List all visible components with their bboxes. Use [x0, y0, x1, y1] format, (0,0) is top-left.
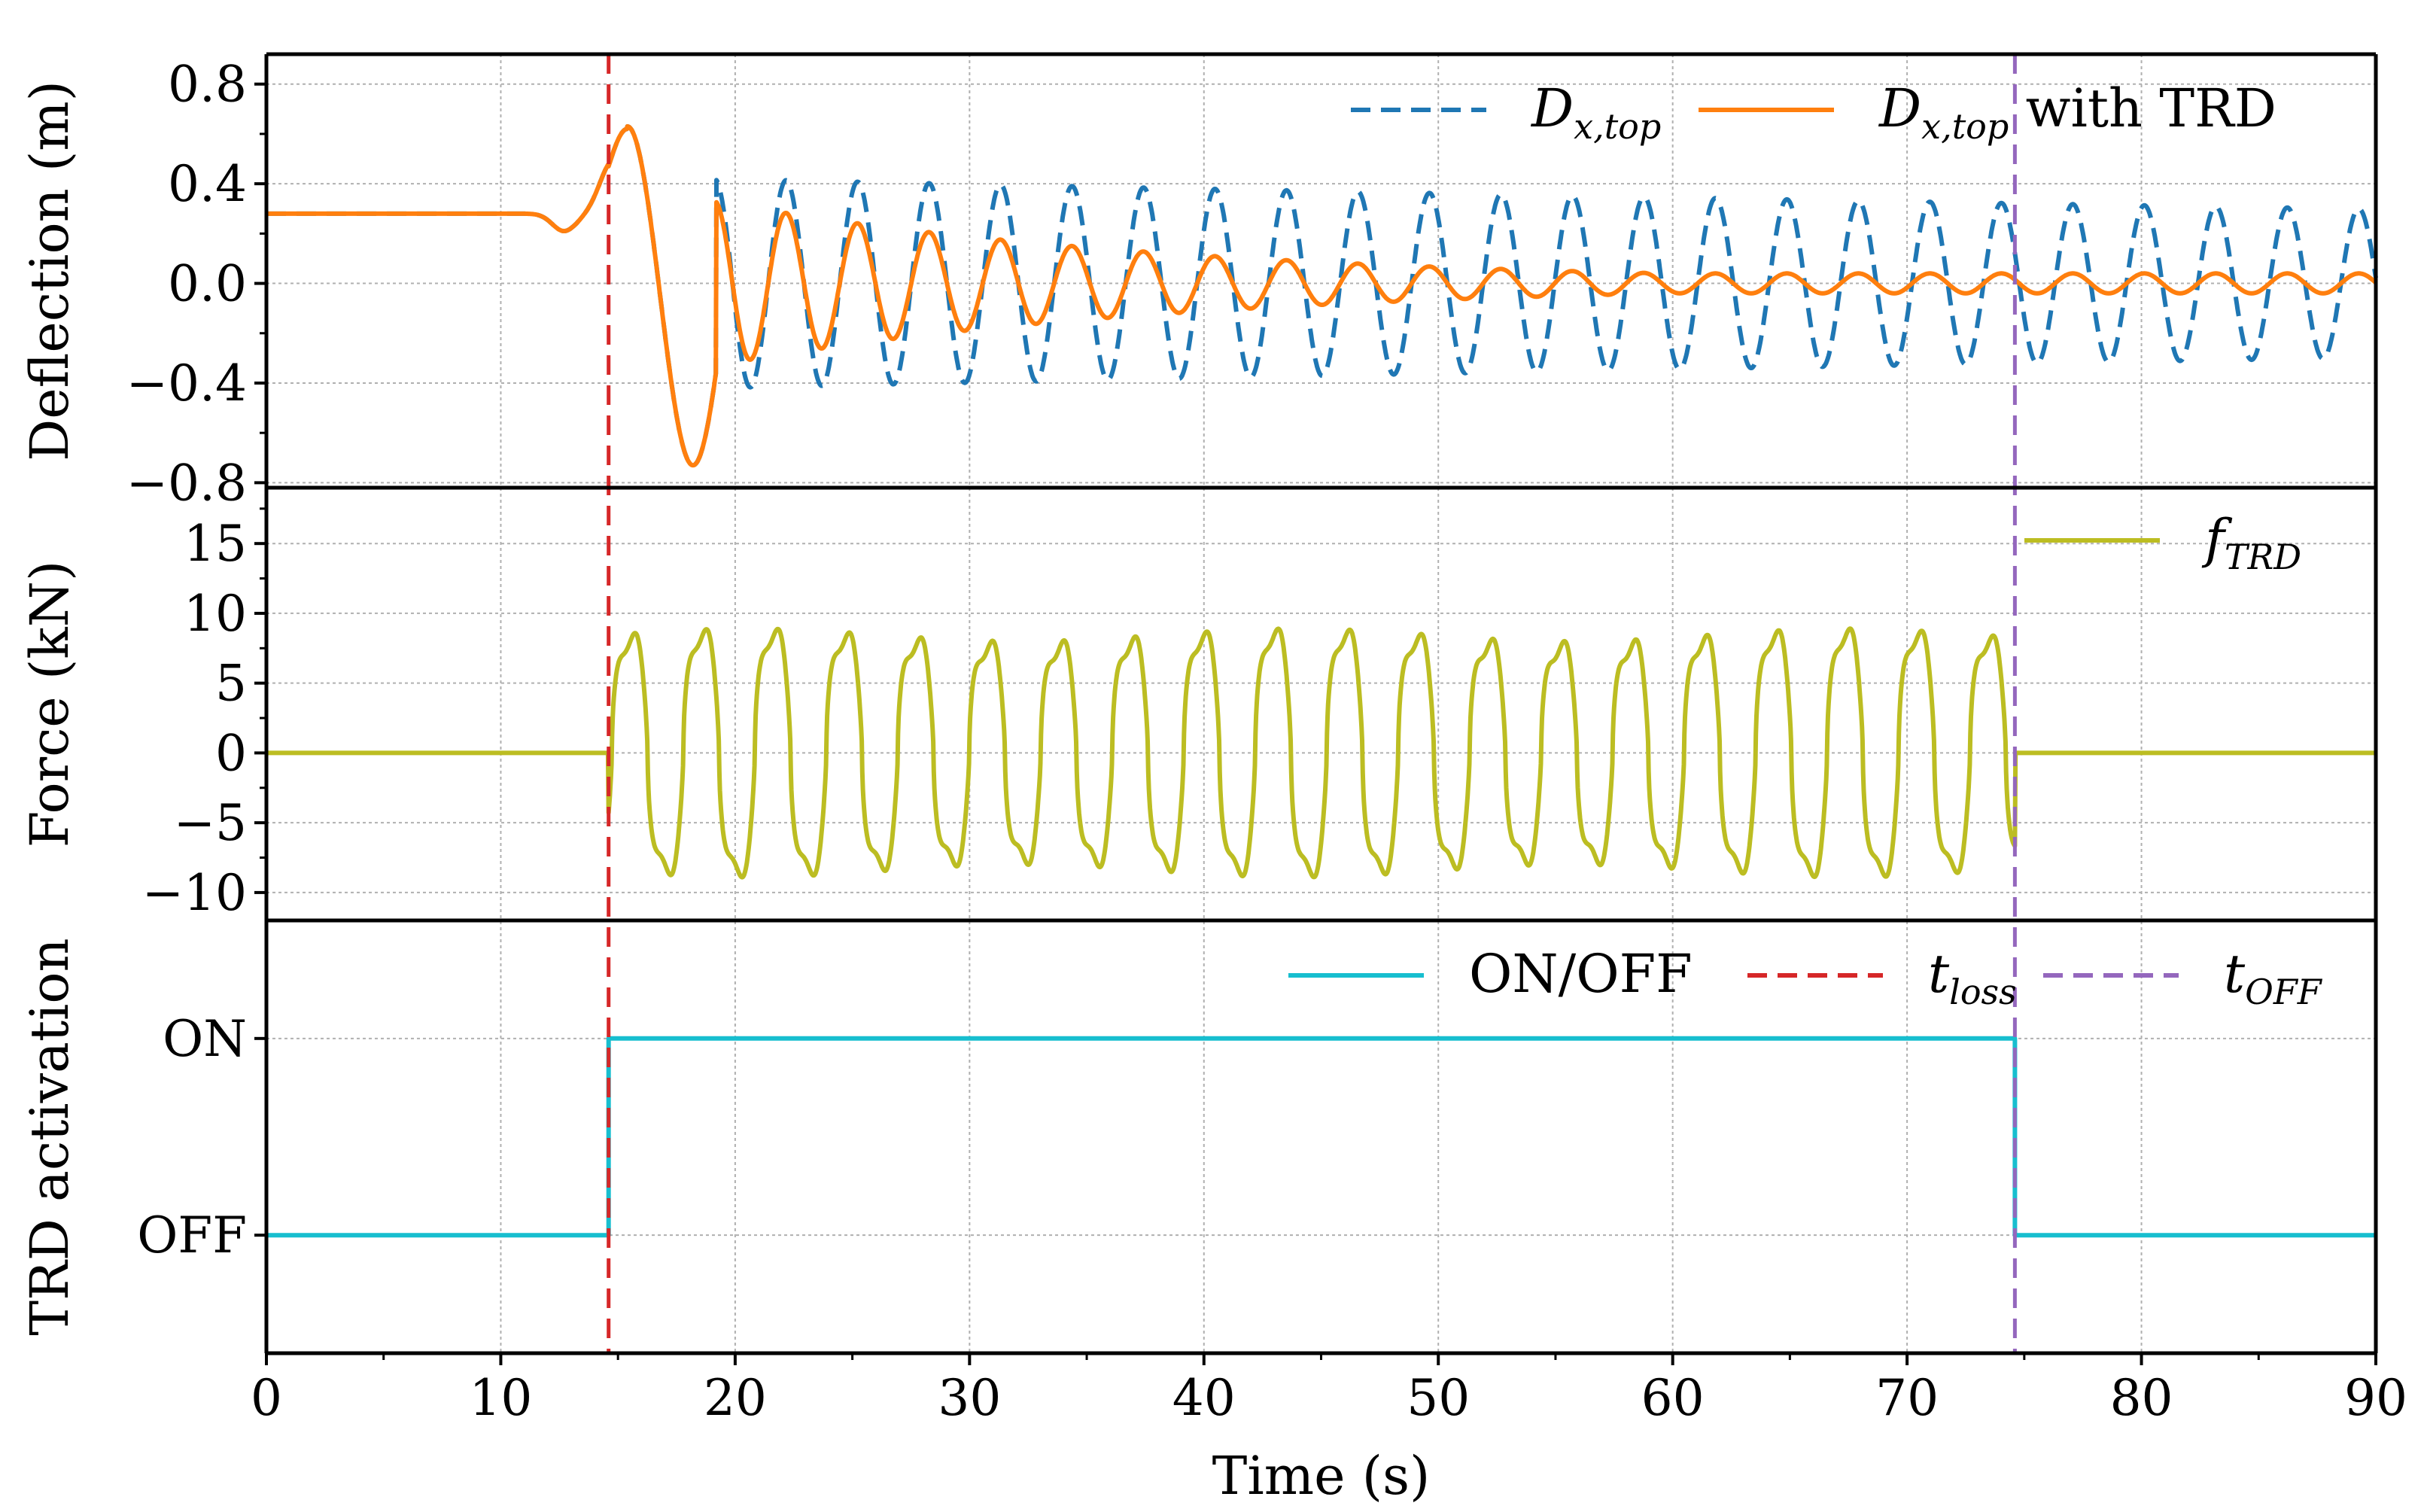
series-line-deflection-1 [264, 124, 2378, 468]
legend-deflection-trd-label: Dx,top with TRD [1878, 78, 2276, 147]
x-tick-label: 50 [1407, 1369, 1470, 1427]
y-tick-label: ON [163, 1010, 247, 1068]
series-line-deflection-0 [264, 124, 2378, 468]
y-tick-label: 0.0 [168, 255, 247, 313]
y-tick-label: 10 [184, 585, 247, 643]
legend-deflection-undamped-label-main: D [1530, 78, 1574, 139]
x-tick-label: 10 [469, 1369, 532, 1427]
x-tick-label: 60 [1641, 1369, 1705, 1427]
legend-force-label-subscript: TRD [2225, 537, 2301, 577]
y-axis-label: TRD activation [19, 938, 81, 1335]
y-axis-label: Deflection (m) [19, 81, 81, 461]
y-tick-label: OFF [137, 1206, 247, 1264]
x-axis-label: Time (s) [1212, 1445, 1431, 1507]
legend-deflection-trd-label-main: D [1878, 78, 1921, 139]
legend-toff-label-subscript: OFF [2245, 972, 2323, 1012]
legend-tloss-label: tloss [1928, 943, 2017, 1012]
y-axis-label: Force (kN) [19, 561, 81, 848]
legend-tloss-label-main: t [1928, 943, 1950, 1005]
y-tick-label: −5 [174, 794, 247, 852]
grid-layer [266, 54, 2376, 1353]
legend-deflection-trd-label-subscript: x,top [1921, 106, 2009, 147]
x-tick-label: 0 [251, 1369, 282, 1427]
legend-deflection-trd-label-suffix: with TRD [2009, 78, 2276, 139]
x-tick-label: 90 [2344, 1369, 2407, 1427]
legend-deflection-undamped-label: Dx,top [1530, 78, 1661, 147]
y-tick-label: 15 [184, 515, 247, 573]
x-tick-label: 30 [938, 1369, 1001, 1427]
y-tick-label: −0.4 [126, 354, 247, 412]
data-layer [264, 124, 2378, 1238]
legend-onoff-label: ON/OFF [1469, 943, 1693, 1005]
y-tick-label: 0 [215, 724, 247, 782]
legend-force-label: fTRD [2201, 508, 2301, 577]
event-lines-layer [607, 54, 2017, 1353]
x-tick-label: 20 [704, 1369, 767, 1427]
legend-toff-label-main: t [2224, 943, 2246, 1005]
axes-layer [254, 52, 2378, 1365]
legend-tloss-label-subscript: loss [1949, 972, 2017, 1012]
x-tick-label: 40 [1172, 1369, 1236, 1427]
y-tick-label: 0.4 [168, 155, 247, 213]
legend-deflection-undamped-label-subscript: x,top [1574, 106, 1661, 147]
y-tick-label: 0.8 [168, 56, 247, 114]
legend-toff-label: tOFF [2224, 943, 2323, 1012]
series-line-force-0 [264, 626, 2378, 880]
series-line-activation-0 [266, 1036, 2376, 1238]
x-tick-label: 80 [2110, 1369, 2173, 1427]
x-tick-label: 70 [1875, 1369, 1939, 1427]
y-tick-label: −0.8 [126, 454, 247, 512]
y-tick-label: −10 [142, 864, 247, 922]
y-tick-label: 5 [215, 655, 247, 713]
